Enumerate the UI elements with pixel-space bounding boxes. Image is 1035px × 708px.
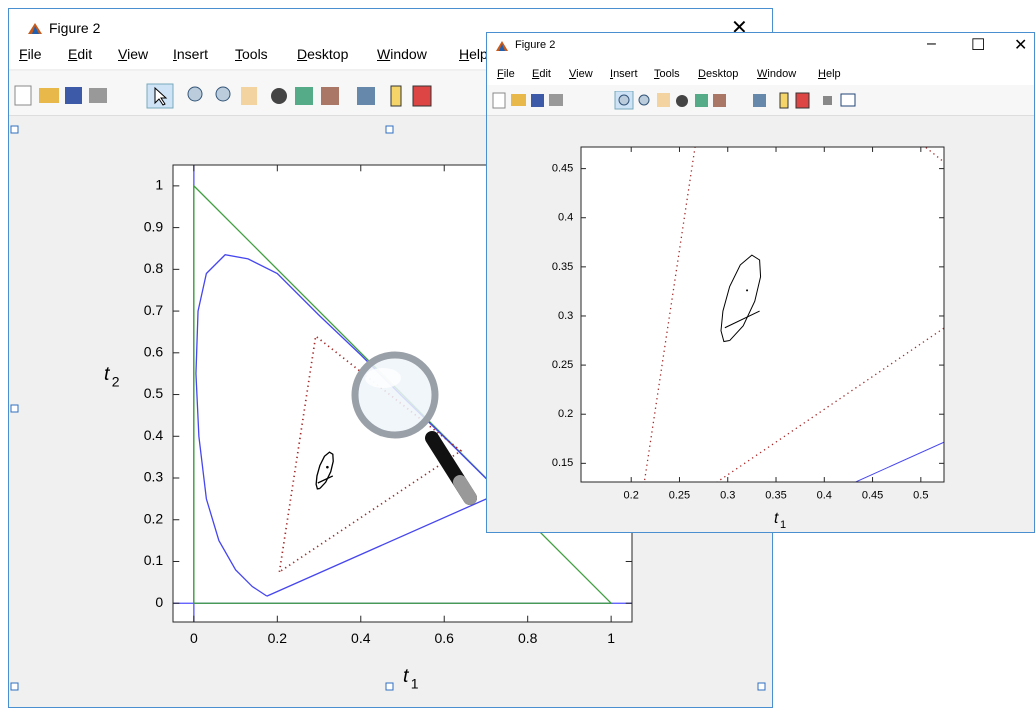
zoom-axes: 0.2 0.25 0.3 0.35 0.4 0.45 0.5 0.15 0.2 0.25 0.3 0.… bbox=[487, 33, 1035, 533]
x-axis-label-subscript: 1 bbox=[780, 519, 786, 531]
x-tick-label: 0.2 bbox=[624, 490, 639, 502]
x-tick-label: 0.5 bbox=[913, 490, 928, 502]
figure-window: Figure 2 – ☐ ✕ File Edit View Insert Too… bbox=[486, 32, 1035, 533]
x-tick-label: 0.35 bbox=[765, 490, 786, 502]
y-tick-label: 0.25 bbox=[552, 359, 573, 371]
x-tick-label: 0.25 bbox=[669, 490, 690, 502]
y-tick-label: 0.15 bbox=[552, 457, 573, 469]
x-tick-label: 0.4 bbox=[817, 490, 832, 502]
x-axis-label: t bbox=[774, 510, 779, 527]
axes-background bbox=[581, 147, 944, 482]
y-tick-label: 0.4 bbox=[558, 212, 573, 224]
center-point bbox=[746, 289, 748, 291]
desktop: Figure 2 ✕ File Edit View Insert Tools D… bbox=[0, 0, 1035, 693]
y-tick-label: 0.35 bbox=[552, 261, 573, 273]
x-tick-label: 0.3 bbox=[720, 490, 735, 502]
y-tick-label: 0.2 bbox=[558, 408, 573, 420]
y-tick-label: 0.3 bbox=[558, 310, 573, 322]
x-tick-label: 0.45 bbox=[862, 490, 883, 502]
y-tick-label: 0.45 bbox=[552, 163, 573, 175]
